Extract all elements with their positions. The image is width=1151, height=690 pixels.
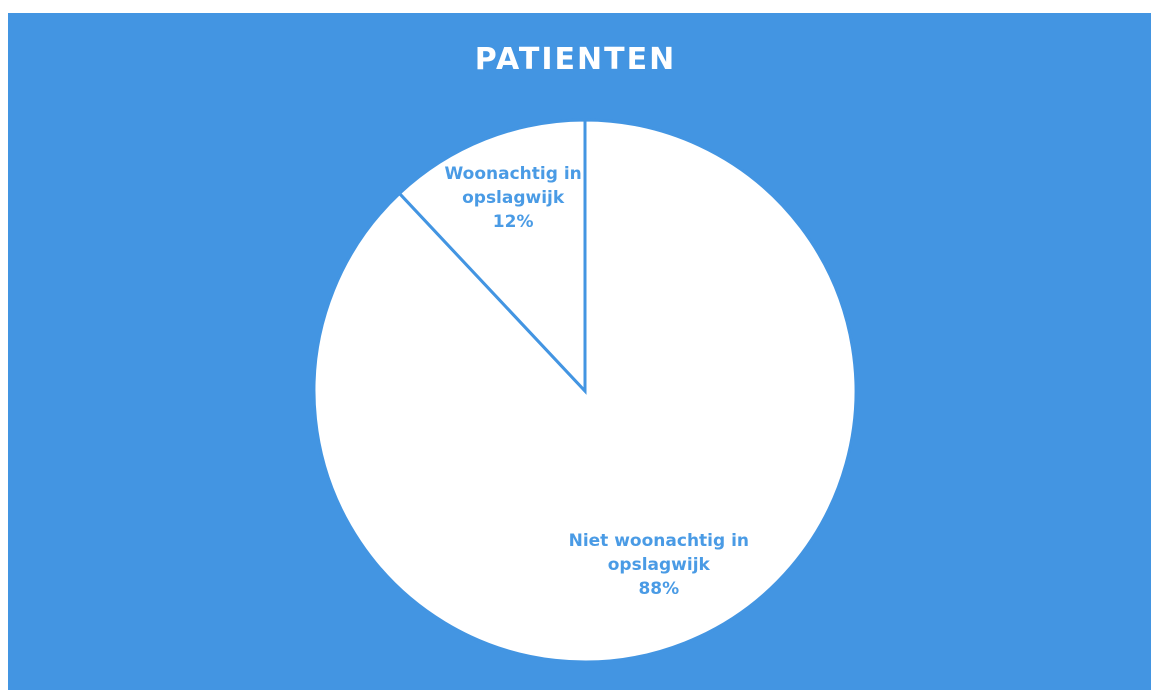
slice-category-label: Woonachtig in opslagwijk [444,163,582,208]
slice-value-label: 12% [492,211,534,232]
chart-title: PATIENTEN [474,42,677,77]
pie-slice [397,118,587,395]
slice-category-label: Niet woonachtig in opslagwijk [568,531,750,576]
slice-value-label: 88% [638,579,680,600]
